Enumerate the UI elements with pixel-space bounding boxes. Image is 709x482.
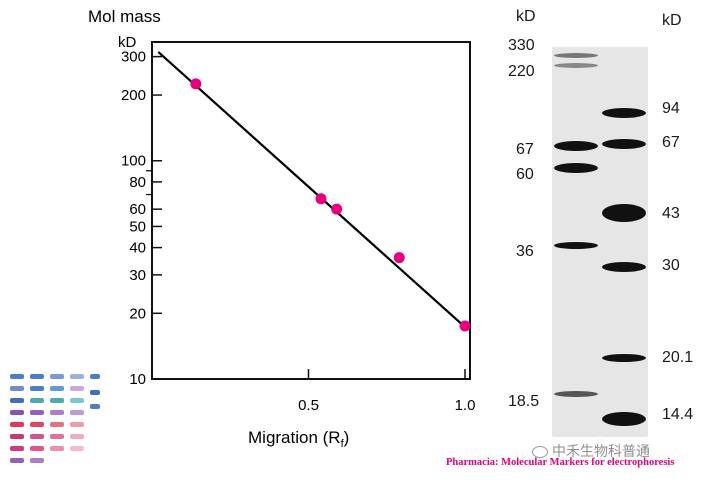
gel-band <box>602 108 646 118</box>
data-point <box>459 320 471 332</box>
marker-left-330: 330 <box>508 37 535 54</box>
watermark: 中禾生物科普通 <box>532 441 650 461</box>
marker-left-60: 60 <box>516 166 534 183</box>
figure-credit: Pharmacia: Molecular Markers for electro… <box>446 457 675 468</box>
y-tick-label: 300 <box>121 49 146 66</box>
marker-left-67: 67 <box>516 141 534 158</box>
y-tick-label: 60 <box>129 201 146 218</box>
marker-right-94: 94 <box>662 100 680 117</box>
data-point <box>393 252 405 264</box>
chart-title: Mol mass <box>88 7 161 26</box>
y-unit-label: kD <box>118 34 137 51</box>
gel-band <box>602 204 646 222</box>
gel-lane-left <box>552 47 600 437</box>
data-point <box>315 193 327 205</box>
x-tick-label: 1.0 <box>455 397 476 414</box>
wechat-icon <box>532 446 548 459</box>
marker-left-36: 36 <box>516 243 534 260</box>
fit-line <box>157 51 466 328</box>
gel-band <box>554 242 598 249</box>
data-point <box>331 203 343 215</box>
gel-band <box>602 262 646 272</box>
y-tick-label: 40 <box>129 240 146 257</box>
y-tick-label: 80 <box>129 174 146 191</box>
y-tick-label: 200 <box>121 87 146 104</box>
marker-left-18-5: 18.5 <box>508 393 540 410</box>
gel-band <box>554 53 598 58</box>
y-tick-label: 50 <box>129 218 146 235</box>
gel-left-unit: kD <box>516 8 536 25</box>
gel-band <box>554 63 598 68</box>
marker-right-30: 30 <box>662 257 680 274</box>
y-tick-label: 30 <box>129 267 146 284</box>
gel-band <box>602 139 646 149</box>
y-tick-label: 20 <box>129 305 146 322</box>
marker-right-67: 67 <box>662 134 680 151</box>
prestained-ladder-thumbnail <box>8 372 104 472</box>
gel-band <box>602 412 646 426</box>
marker-right-20-1: 20.1 <box>662 349 694 366</box>
plot-frame <box>151 41 471 380</box>
y-tick-label: 10 <box>129 371 146 388</box>
gel-band <box>554 391 598 397</box>
marker-right-43: 43 <box>662 205 680 222</box>
gel-band <box>554 141 598 151</box>
data-point <box>190 78 202 90</box>
y-tick-label: 100 <box>121 153 146 170</box>
gel-band <box>554 163 598 173</box>
x-axis-label: Migration (Rf) <box>248 428 349 450</box>
gel-lane-right <box>600 47 648 437</box>
gel-right-unit: kD <box>662 12 682 29</box>
marker-right-14-4: 14.4 <box>662 406 694 423</box>
marker-left-220: 220 <box>508 63 535 80</box>
gel-band <box>602 354 646 362</box>
x-tick-label: 0.5 <box>298 397 319 414</box>
